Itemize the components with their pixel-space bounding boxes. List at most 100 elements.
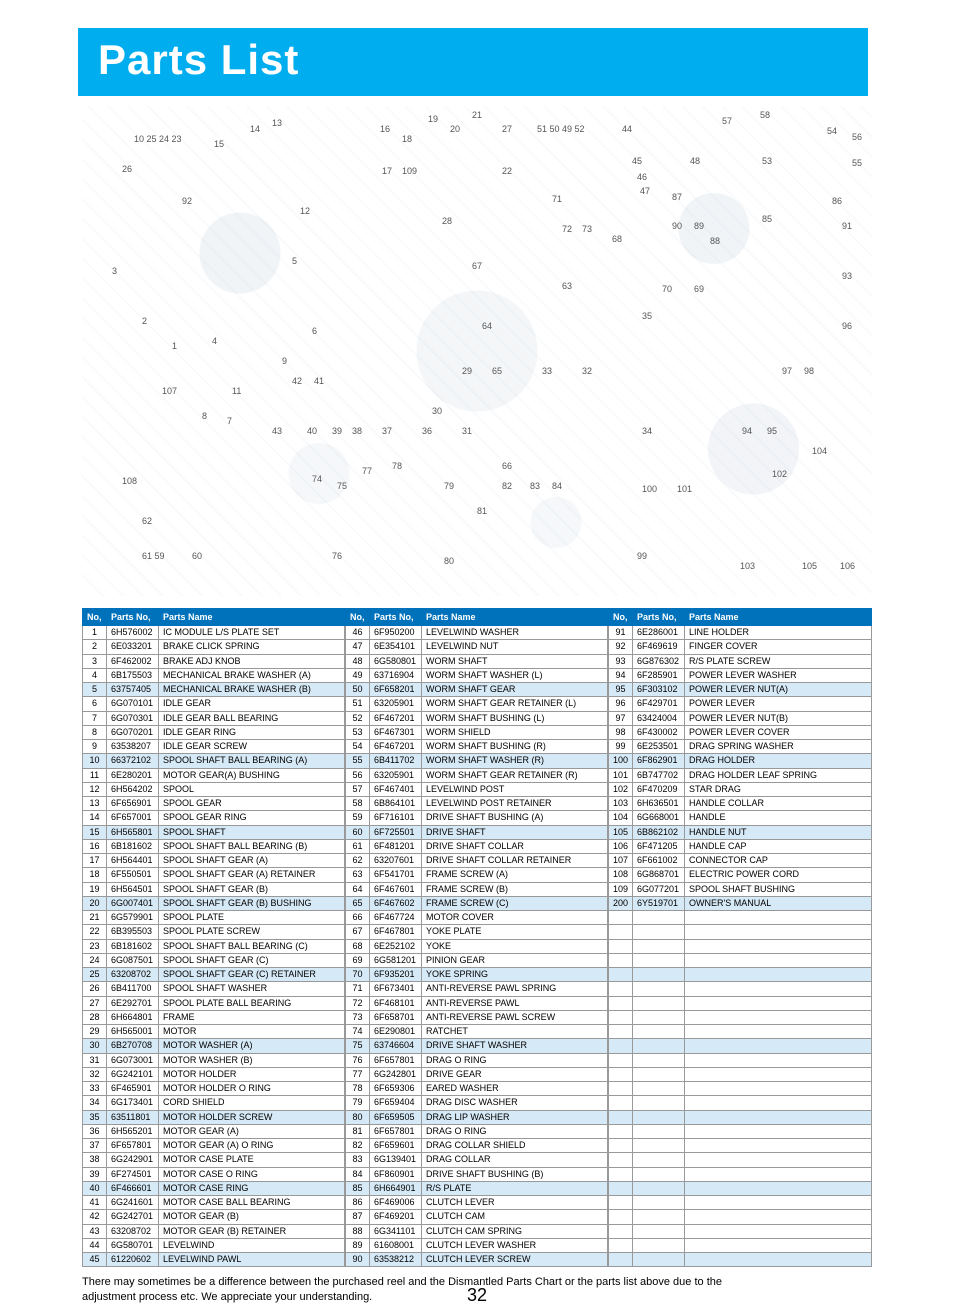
cell-partsno: 6B395503 xyxy=(107,925,159,939)
cell-no xyxy=(609,982,633,996)
cell-partsno: 6F673401 xyxy=(370,982,422,996)
cell-partsname: DRIVE SHAFT COLLAR RETAINER xyxy=(422,854,608,868)
diagram-callout: 13 xyxy=(272,118,282,128)
cell-no: 77 xyxy=(346,1067,370,1081)
cell-partsno: 63208702 xyxy=(107,968,159,982)
cell-partsno: 6H664901 xyxy=(370,1181,422,1195)
cell-partsname: ANTI-REVERSE PAWL SPRING xyxy=(422,982,608,996)
cell-no: 8 xyxy=(83,725,107,739)
cell-partsname: LEVELWIND POST RETAINER xyxy=(422,797,608,811)
cell-partsname: WORM SHAFT GEAR RETAINER (L) xyxy=(422,697,608,711)
diagram-callout: 42 xyxy=(292,376,302,386)
col-partsname: Parts Name xyxy=(685,609,872,626)
table-row xyxy=(609,911,872,925)
exploded-diagram: 10 25 24 2315141316181920212751 50 49 52… xyxy=(82,106,872,596)
cell-partsname: SPOOL SHAFT GEAR (B) xyxy=(159,882,345,896)
diagram-callout: 37 xyxy=(382,426,392,436)
cell-partsno: 6G580701 xyxy=(107,1238,159,1252)
cell-partsno: 6B864101 xyxy=(370,797,422,811)
cell-partsno: 6F467201 xyxy=(370,711,422,725)
cell-no: 60 xyxy=(346,825,370,839)
cell-partsname: IDLE GEAR RING xyxy=(159,725,345,739)
table-row xyxy=(609,996,872,1010)
cell-no: 18 xyxy=(83,868,107,882)
diagram-callout: 9 xyxy=(282,356,287,366)
cell-partsname: PINION GEAR xyxy=(422,953,608,967)
cell-no xyxy=(609,1025,633,1039)
cell-partsname: POWER LEVER NUT(A) xyxy=(685,683,872,697)
cell-partsname: HANDLE NUT xyxy=(685,825,872,839)
diagram-callout: 63 xyxy=(562,281,572,291)
table-row: 716F673401ANTI-REVERSE PAWL SPRING xyxy=(346,982,608,996)
diagram-callout: 34 xyxy=(642,426,652,436)
cell-partsno: 6G242701 xyxy=(107,1210,159,1224)
table-row xyxy=(609,982,872,996)
cell-no: 95 xyxy=(609,683,633,697)
cell-partsno: 6F467724 xyxy=(370,911,422,925)
table-row: 236B181602SPOOL SHAFT BALL BEARING (C) xyxy=(83,939,345,953)
cell-partsno: 6F467301 xyxy=(370,725,422,739)
cell-partsno: 63757405 xyxy=(107,683,159,697)
cell-no: 80 xyxy=(346,1110,370,1124)
table-row xyxy=(609,1181,872,1195)
cell-partsno: 6E033201 xyxy=(107,640,159,654)
cell-partsno: 6F658201 xyxy=(370,683,422,697)
diagram-callout: 88 xyxy=(710,236,720,246)
cell-partsno xyxy=(633,1139,685,1153)
cell-partsno xyxy=(633,996,685,1010)
cell-partsname: DRIVE SHAFT COLLAR xyxy=(422,839,608,853)
table-row: 136F656901SPOOL GEAR xyxy=(83,797,345,811)
cell-no: 103 xyxy=(609,797,633,811)
table-row: 766F657801DRAG O RING xyxy=(346,1053,608,1067)
table-row: 776G242801DRIVE GEAR xyxy=(346,1067,608,1081)
diagram-callout: 53 xyxy=(762,156,772,166)
cell-partsno: 6F467401 xyxy=(370,782,422,796)
cell-partsno: 63538207 xyxy=(107,740,159,754)
col-partsno: Parts No, xyxy=(107,609,159,626)
cell-no xyxy=(609,1010,633,1024)
cell-partsno: 6F862901 xyxy=(633,754,685,768)
table-row: 506F658201WORM SHAFT GEAR xyxy=(346,683,608,697)
cell-partsno xyxy=(633,1210,685,1224)
cell-no: 46 xyxy=(346,626,370,640)
cell-partsname: SPOOL SHAFT BUSHING xyxy=(685,882,872,896)
table-row: 836G139401DRAG COLLAR xyxy=(346,1153,608,1167)
table-row: 656F467602FRAME SCREW (C) xyxy=(346,896,608,910)
cell-no xyxy=(609,1153,633,1167)
table-row xyxy=(609,1124,872,1138)
diagram-callout: 3 xyxy=(112,266,117,276)
cell-partsname: FRAME SCREW (B) xyxy=(422,882,608,896)
cell-no: 58 xyxy=(346,797,370,811)
table-row: 376F657801MOTOR GEAR (A) O RING xyxy=(83,1139,345,1153)
cell-partsname xyxy=(685,996,872,1010)
cell-partsname: DRAG HOLDER LEAF SPRING xyxy=(685,768,872,782)
table-row: 876F469201CLUTCH CAM xyxy=(346,1210,608,1224)
cell-no: 7 xyxy=(83,711,107,725)
cell-no: 42 xyxy=(83,1210,107,1224)
cell-partsno: 6G173401 xyxy=(107,1096,159,1110)
table-row xyxy=(609,1139,872,1153)
table-row xyxy=(609,1096,872,1110)
table-row: 226B395503SPOOL PLATE SCREW xyxy=(83,925,345,939)
cell-partsname: WORM SHAFT WASHER (L) xyxy=(422,668,608,682)
diagram-callout: 81 xyxy=(477,506,487,516)
table-row xyxy=(609,1025,872,1039)
cell-partsno: 6B862102 xyxy=(633,825,685,839)
cell-partsno xyxy=(633,1053,685,1067)
cell-no: 105 xyxy=(609,825,633,839)
cell-partsname: MOTOR CASE RING xyxy=(159,1181,345,1195)
cell-no: 34 xyxy=(83,1096,107,1110)
cell-partsno: 6F429701 xyxy=(633,697,685,711)
table-row xyxy=(609,1238,872,1252)
table-row: 916E286001LINE HOLDER xyxy=(609,626,872,640)
cell-no: 108 xyxy=(609,868,633,882)
cell-partsno: 6H576002 xyxy=(107,626,159,640)
cell-no: 92 xyxy=(609,640,633,654)
cell-no: 68 xyxy=(346,939,370,953)
table-row: 4963716904WORM SHAFT WASHER (L) xyxy=(346,668,608,682)
cell-partsname: POWER LEVER WASHER xyxy=(685,668,872,682)
cell-partsno xyxy=(633,1196,685,1210)
cell-partsname: DRIVE GEAR xyxy=(422,1067,608,1081)
table-row: 676F467801YOKE PLATE xyxy=(346,925,608,939)
diagram-callout: 74 xyxy=(312,474,322,484)
